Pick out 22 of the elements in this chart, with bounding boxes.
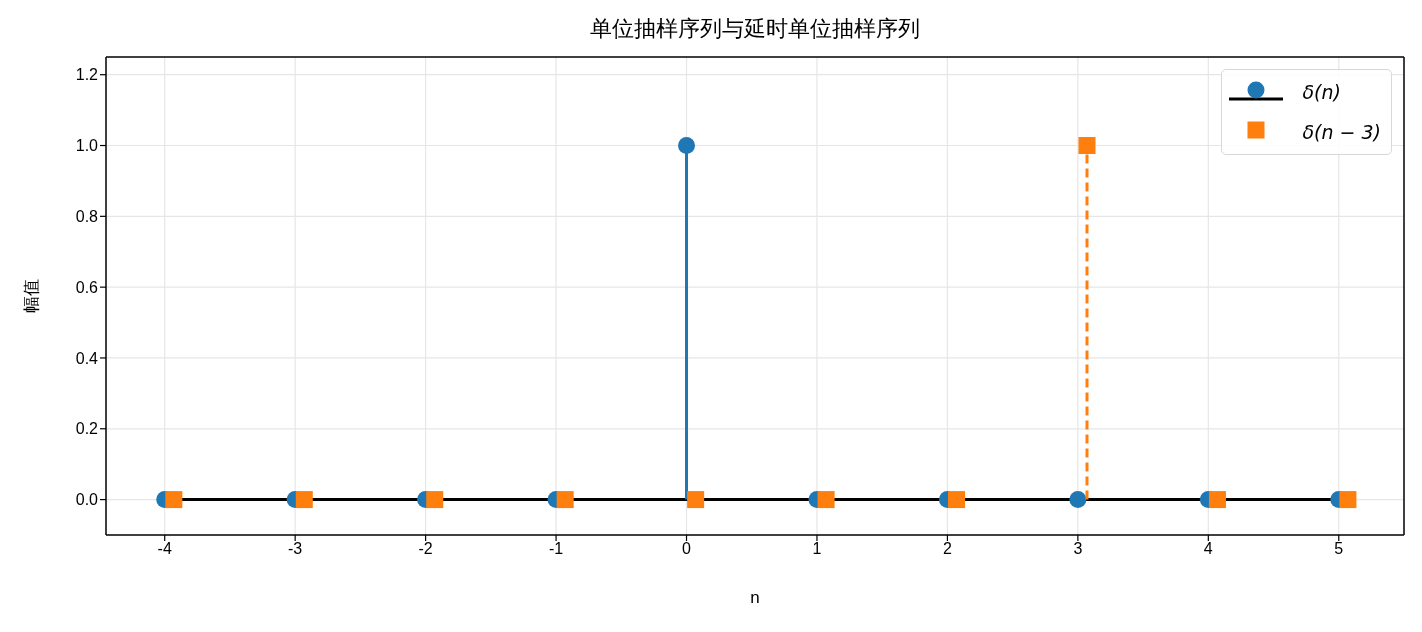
y-tick-label: 0.0 xyxy=(75,491,99,509)
chart-title: 单位抽样序列与延时单位抽样序列 xyxy=(589,15,921,43)
x-tick-label: -1 xyxy=(548,540,564,558)
y-tick-label: 0.2 xyxy=(75,420,99,438)
x-axis-title: n xyxy=(749,588,761,608)
legend-label: δ(n − 3) xyxy=(1302,121,1381,143)
x-tick-label: 2 xyxy=(942,540,952,558)
legend-label: δ(n) xyxy=(1302,81,1341,103)
x-tick-label: 5 xyxy=(1334,540,1344,558)
x-tick-label: -2 xyxy=(418,540,433,558)
x-tick-label: -4 xyxy=(157,540,172,558)
y-tick-label: 1.2 xyxy=(75,66,99,84)
x-tick-label: 0 xyxy=(682,540,692,558)
y-tick-label: 0.6 xyxy=(75,278,99,296)
x-tick-label: 4 xyxy=(1203,540,1213,558)
y-axis-title: 幅值 xyxy=(20,279,42,313)
y-tick-label: 0.8 xyxy=(75,208,99,226)
x-tick-label: 1 xyxy=(812,540,822,558)
y-tick-label: 0.4 xyxy=(75,349,99,367)
y-tick-label: 1.0 xyxy=(75,137,99,155)
x-tick-label: 3 xyxy=(1073,540,1083,558)
x-tick-label: -3 xyxy=(288,540,303,558)
